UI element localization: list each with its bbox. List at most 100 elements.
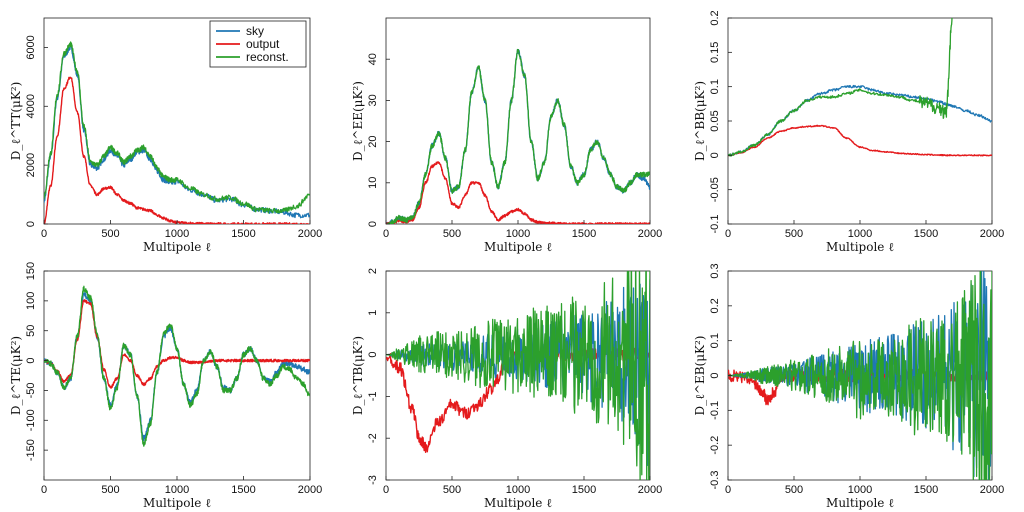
x-tick-label: 0 (383, 484, 389, 496)
data-area (44, 41, 310, 224)
x-axis-label: Multipole ℓ (826, 240, 894, 254)
y-tick-label: -1 (367, 392, 379, 402)
y-tick-label: 20 (367, 135, 379, 147)
x-tick-label: 2000 (638, 228, 662, 240)
y-tick-label: 0 (709, 372, 721, 378)
y-axis-label: D_ℓ^BB(μK²) (693, 81, 707, 161)
series-line-reconst (728, 18, 953, 157)
x-tick-label: 1500 (231, 228, 255, 240)
y-tick-label: 0.15 (709, 42, 721, 63)
x-tick-label: 1000 (165, 484, 189, 496)
data-area (386, 48, 650, 224)
y-tick-label: 0.1 (709, 79, 721, 94)
y-axis-label: D_ℓ^TE(μK²) (9, 336, 23, 415)
x-tick-label: 0 (725, 484, 731, 496)
x-tick-label: 1500 (914, 484, 938, 496)
y-tick-label: 2000 (25, 153, 37, 177)
axes-frame (385, 17, 651, 225)
x-tick-label: 2000 (298, 484, 322, 496)
y-tick-label: -100 (25, 409, 37, 431)
x-tick-label: 0 (725, 228, 731, 240)
y-tick-label: 0 (367, 352, 379, 358)
series-line-sky (386, 48, 650, 224)
y-tick-label: -150 (25, 439, 37, 461)
x-axis-label: Multipole ℓ (484, 496, 552, 510)
legend-label-output: output (246, 37, 280, 51)
x-tick-label: 1000 (848, 484, 872, 496)
y-tick-label: -0.1 (709, 401, 721, 420)
y-tick-label: -50 (25, 382, 37, 398)
x-tick-label: 500 (785, 484, 803, 496)
y-tick-label: 2 (367, 268, 379, 274)
x-tick-label: 1000 (848, 228, 872, 240)
y-tick-label: 0.3 (709, 263, 721, 278)
data-area (44, 285, 310, 447)
legend-label-sky: sky (246, 24, 264, 38)
x-tick-label: 2000 (980, 228, 1004, 240)
y-tick-label: -2 (367, 433, 379, 443)
y-tick-label: -0.1 (709, 215, 721, 234)
x-tick-label: 2000 (298, 228, 322, 240)
y-tick-label: 150 (25, 262, 37, 280)
y-tick-label: 0 (367, 221, 379, 227)
series-line-output (386, 161, 650, 224)
series-line-reconst (386, 271, 650, 480)
y-tick-label: 40 (367, 53, 379, 65)
x-tick-label: 1000 (506, 228, 530, 240)
y-axis-label: D_ℓ^EB(μK²) (693, 336, 707, 416)
x-tick-label: 500 (443, 484, 461, 496)
series-line-reconst (386, 48, 650, 224)
y-tick-label: -0.2 (709, 436, 721, 455)
data-area (386, 271, 650, 480)
y-tick-label: 0.2 (709, 10, 721, 25)
y-tick-label: 100 (25, 292, 37, 310)
panel-ee: 0 500 1000 1500 2000 0 10 20 30 40 Multipole ℓ D_ℓ^… (351, 17, 662, 254)
panel-tb: 0 500 1000 1500 2000 -3 -2 -1 0 1 2 Multipole ℓ D_ℓ^… (351, 268, 662, 510)
x-tick-label: 1500 (572, 484, 596, 496)
x-tick-label: 0 (41, 484, 47, 496)
y-tick-label: 1 (367, 310, 379, 316)
x-tick-label: 500 (101, 228, 119, 240)
x-tick-label: 2000 (638, 484, 662, 496)
x-axis-label: Multipole ℓ (143, 240, 211, 254)
y-tick-label: 6000 (25, 35, 37, 59)
y-tick-label: 0 (709, 152, 721, 158)
legend-label-reconst: reconst. (246, 50, 289, 64)
panel-te: 0 500 1000 1500 2000 -150 -100 -50 0 50 100 150 Mult… (9, 262, 322, 510)
panel-eb: 0 500 1000 1500 2000 -0.3 -0.2 -0.1 0 0.1 0.2 0.3 Mu… (693, 263, 1004, 510)
x-tick-label: 1000 (506, 484, 530, 496)
y-tick-label: 0.05 (709, 110, 721, 131)
x-axis-label: Multipole ℓ (826, 496, 894, 510)
series-line-output (728, 124, 992, 157)
y-tick-label: 0 (25, 358, 37, 364)
y-tick-label: -0.3 (709, 471, 721, 490)
y-tick-label: 0.2 (709, 298, 721, 313)
y-axis-label: D_ℓ^TB(μK²) (351, 336, 365, 415)
x-tick-label: 1500 (231, 484, 255, 496)
axes-frame (43, 270, 311, 481)
y-tick-label: 0.1 (709, 333, 721, 348)
y-tick-label: 30 (367, 94, 379, 106)
x-tick-label: 500 (443, 228, 461, 240)
series-line-sky (44, 44, 310, 219)
y-tick-label: 10 (367, 177, 379, 189)
x-axis-label: Multipole ℓ (143, 496, 211, 510)
y-tick-label: 50 (25, 325, 37, 337)
series-line-output (44, 76, 310, 224)
series-line-sky (44, 292, 310, 442)
x-tick-label: 1000 (165, 228, 189, 240)
panel-tt: 0 500 1000 1500 2000 0 2000 4000 6000 Multipole ℓ… (9, 17, 322, 254)
series-line-reconst (728, 271, 992, 480)
y-axis-label: D_ℓ^TT(μK²) (9, 82, 23, 161)
axes-frame (727, 17, 993, 225)
y-tick-label: 0 (25, 221, 37, 227)
x-tick-label: 500 (785, 228, 803, 240)
x-tick-label: 0 (383, 228, 389, 240)
x-tick-label: 500 (101, 484, 119, 496)
panel-bb: 0 500 1000 1500 2000 -0.1 -0.05 0 0.05 0.1 0.15 0.2… (693, 10, 1004, 254)
x-tick-label: 0 (41, 228, 47, 240)
series-line-reconst (44, 285, 310, 447)
x-tick-label: 1500 (914, 228, 938, 240)
x-axis-label: Multipole ℓ (484, 240, 552, 254)
